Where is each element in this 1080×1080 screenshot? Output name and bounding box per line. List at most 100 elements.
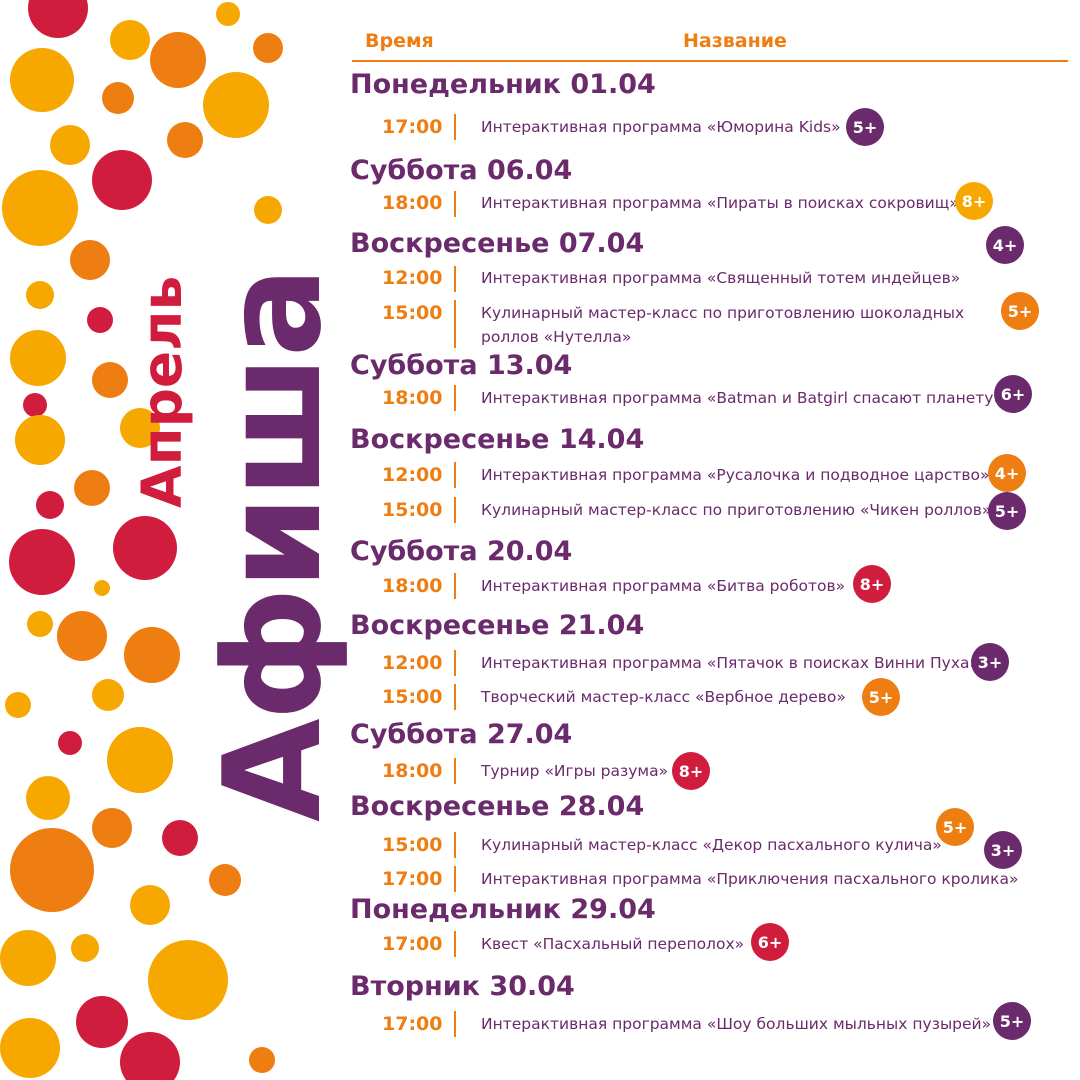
decorative-dot [2, 170, 78, 246]
decorative-dots [0, 0, 283, 1080]
day-title: Суббота 13.04 [350, 350, 573, 381]
day-title: Суббота 27.04 [350, 719, 573, 750]
decorative-dot [209, 864, 241, 896]
decorative-dot [9, 529, 75, 595]
age-badge: 5+ [846, 108, 884, 146]
age-badge: 5+ [862, 678, 900, 716]
decorative-dot [27, 611, 53, 637]
decorative-dot [92, 679, 124, 711]
decorative-dot [15, 415, 65, 465]
decorative-dot [92, 150, 152, 210]
age-badge: 3+ [971, 643, 1009, 681]
day-title: Понедельник 01.04 [350, 69, 656, 100]
decorative-dot [58, 731, 82, 755]
event-time: 12:00 [382, 652, 443, 674]
event-time: 17:00 [382, 1013, 443, 1035]
decorative-dot [57, 611, 107, 661]
decorative-dot [76, 996, 128, 1048]
day-title: Вторник 30.04 [350, 971, 575, 1002]
event-name: Интерактивная программа «Священный тотем… [481, 269, 961, 287]
time-divider [454, 931, 456, 957]
event-name-continued: роллов «Нутелла» [481, 328, 632, 346]
decorative-dot [162, 820, 198, 856]
name-column-header: Название [683, 30, 787, 52]
time-divider [454, 114, 456, 140]
event-name: Интерактивная программа «Пятачок в поиск… [481, 654, 979, 672]
age-badge: 8+ [672, 752, 710, 790]
time-divider [454, 758, 456, 784]
decorative-dot [130, 885, 170, 925]
age-badge: 6+ [751, 923, 789, 961]
event-name: Интерактивная программа «Битва роботов» [481, 577, 846, 595]
event-name: Кулинарный мастер-класс по приготовлению… [481, 501, 992, 519]
event-time: 15:00 [382, 686, 443, 708]
month-title: Апрель [130, 275, 194, 508]
decorative-dot [124, 627, 180, 683]
age-badge: 6+ [994, 375, 1032, 413]
decorative-dot [253, 33, 283, 63]
decorative-dot [254, 196, 282, 224]
decorative-dot [74, 470, 110, 506]
decorative-dot [10, 330, 66, 386]
decorative-dot [120, 1032, 180, 1080]
decorative-dot [87, 307, 113, 333]
decorative-dot [26, 281, 54, 309]
day-title: Воскресенье 21.04 [350, 610, 645, 641]
time-divider [454, 832, 456, 858]
time-divider [454, 385, 456, 411]
decorative-dot [10, 828, 94, 912]
time-divider [454, 1011, 456, 1037]
decorative-dot [120, 408, 160, 448]
event-name: Квест «Пасхальный переполох» [481, 935, 745, 953]
decorative-dot [216, 2, 240, 26]
decorative-dot [203, 72, 269, 138]
day-title: Понедельник 29.04 [350, 894, 656, 925]
decorative-dot [249, 1047, 275, 1073]
decorative-dot [0, 1018, 60, 1078]
event-time: 12:00 [382, 267, 443, 289]
decorative-dot [92, 362, 128, 398]
day-title: Воскресенье 14.04 [350, 424, 645, 455]
time-divider [454, 266, 456, 292]
time-divider [454, 650, 456, 676]
decorative-dot [26, 776, 70, 820]
day-title: Суббота 06.04 [350, 155, 573, 186]
decorative-dot [28, 0, 88, 38]
time-divider [454, 191, 456, 217]
event-time: 18:00 [382, 192, 443, 214]
age-badge: 5+ [988, 492, 1026, 530]
event-name: Интерактивная программа «Batman и Batgir… [481, 389, 1003, 407]
decorative-dot [107, 727, 173, 793]
time-divider [454, 573, 456, 599]
age-badge: 5+ [993, 1002, 1031, 1040]
age-badge: 3+ [984, 831, 1022, 869]
decorative-dot [110, 20, 150, 60]
event-time: 15:00 [382, 834, 443, 856]
age-badge: 5+ [936, 808, 974, 846]
decorative-dot [36, 491, 64, 519]
event-name: Турнир «Игры разума» [481, 762, 669, 780]
event-time: 18:00 [382, 760, 443, 782]
event-name: Интерактивная программа «Юморина Kids» [481, 118, 841, 136]
time-column-header: Время [365, 30, 434, 52]
event-time: 15:00 [382, 302, 443, 324]
event-time: 17:00 [382, 116, 443, 138]
decorative-dot [113, 516, 177, 580]
age-badge: 4+ [988, 454, 1026, 492]
decorative-dot [148, 940, 228, 1020]
header-divider [352, 60, 1068, 62]
day-title: Суббота 20.04 [350, 536, 573, 567]
age-badge: 4+ [986, 226, 1024, 264]
time-divider [454, 866, 456, 892]
event-name: Кулинарный мастер-класс «Декор пасхально… [481, 836, 942, 854]
event-time: 17:00 [382, 868, 443, 890]
decorative-dot [50, 125, 90, 165]
decorative-dot [23, 393, 47, 417]
decorative-dot [94, 580, 110, 596]
decorative-dot [71, 934, 99, 962]
decorative-dot [102, 82, 134, 114]
event-name: Творческий мастер-класс «Вербное дерево» [481, 688, 846, 706]
time-divider [454, 462, 456, 488]
poster-title: Афиша [195, 268, 351, 822]
event-time: 17:00 [382, 933, 443, 955]
